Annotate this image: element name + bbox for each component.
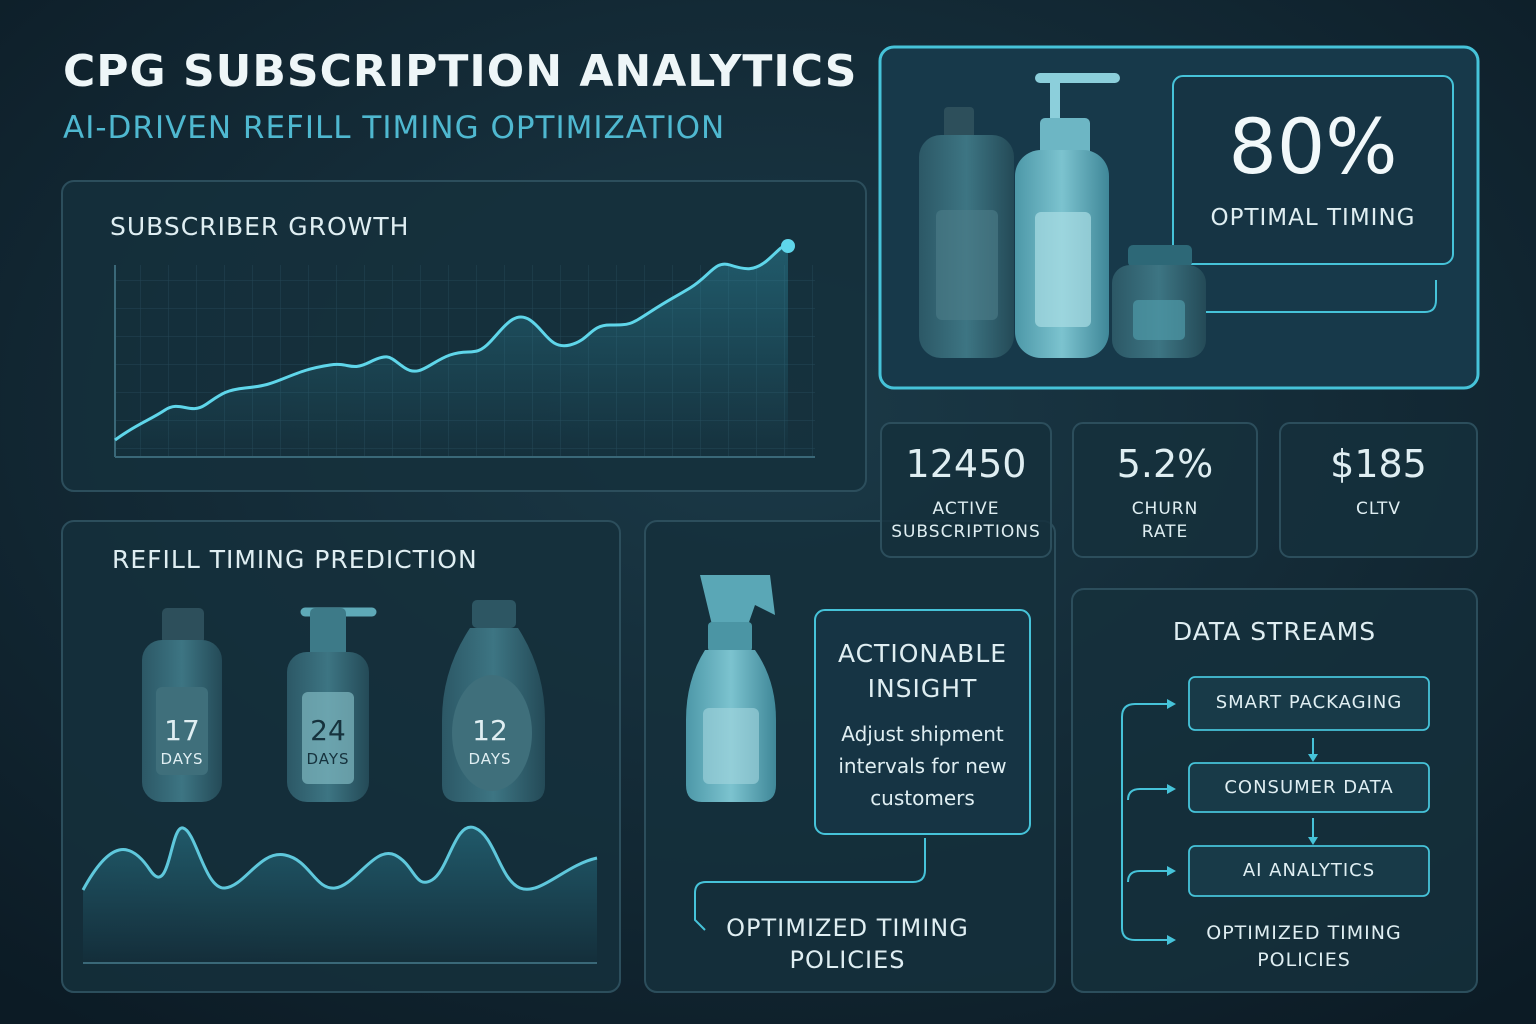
stream-node: AI ANALYTICS: [1242, 860, 1376, 881]
hero-label: OPTIMAL TIMING: [1210, 205, 1416, 231]
panel-title: DATA STREAMS: [1172, 617, 1377, 646]
kpi-value: $185: [1330, 442, 1427, 486]
kpi-value: 12450: [905, 442, 1027, 486]
panel-title: SUBSCRIBER GROWTH: [110, 212, 410, 241]
insight-output: OPTIMIZED TIMING POLICIES: [726, 914, 969, 974]
bottle-unit: DAYS: [306, 750, 350, 768]
stream-node: SMART PACKAGING: [1215, 692, 1403, 713]
kpi-value: 5.2%: [1116, 442, 1214, 486]
kpi-label: ACTIVE SUBSCRIPTIONS: [891, 499, 1041, 542]
insight-text: Adjust shipment intervals for new custom…: [838, 722, 1007, 810]
bottle-days: 17: [164, 714, 200, 747]
kpi-label: CHURN RATE: [1131, 499, 1199, 542]
page-subtitle: AI-DRIVEN REFILL TIMING OPTIMIZATION: [63, 110, 726, 146]
stream-node: CONSUMER DATA: [1224, 777, 1394, 798]
hero-value: 80%: [1228, 102, 1398, 191]
kpi-label: CLTV: [1355, 499, 1401, 519]
bottle-days: 12: [472, 714, 508, 747]
bottle-days: 24: [310, 714, 346, 747]
page-title: CPG SUBSCRIPTION ANALYTICS: [63, 46, 858, 97]
bottle-unit: DAYS: [468, 750, 512, 768]
bottle-unit: DAYS: [160, 750, 204, 768]
stream-output: OPTIMIZED TIMING POLICIES: [1206, 922, 1402, 971]
panel-title: REFILL TIMING PREDICTION: [112, 545, 478, 574]
insight-title: ACTIONABLE INSIGHT: [837, 639, 1008, 703]
